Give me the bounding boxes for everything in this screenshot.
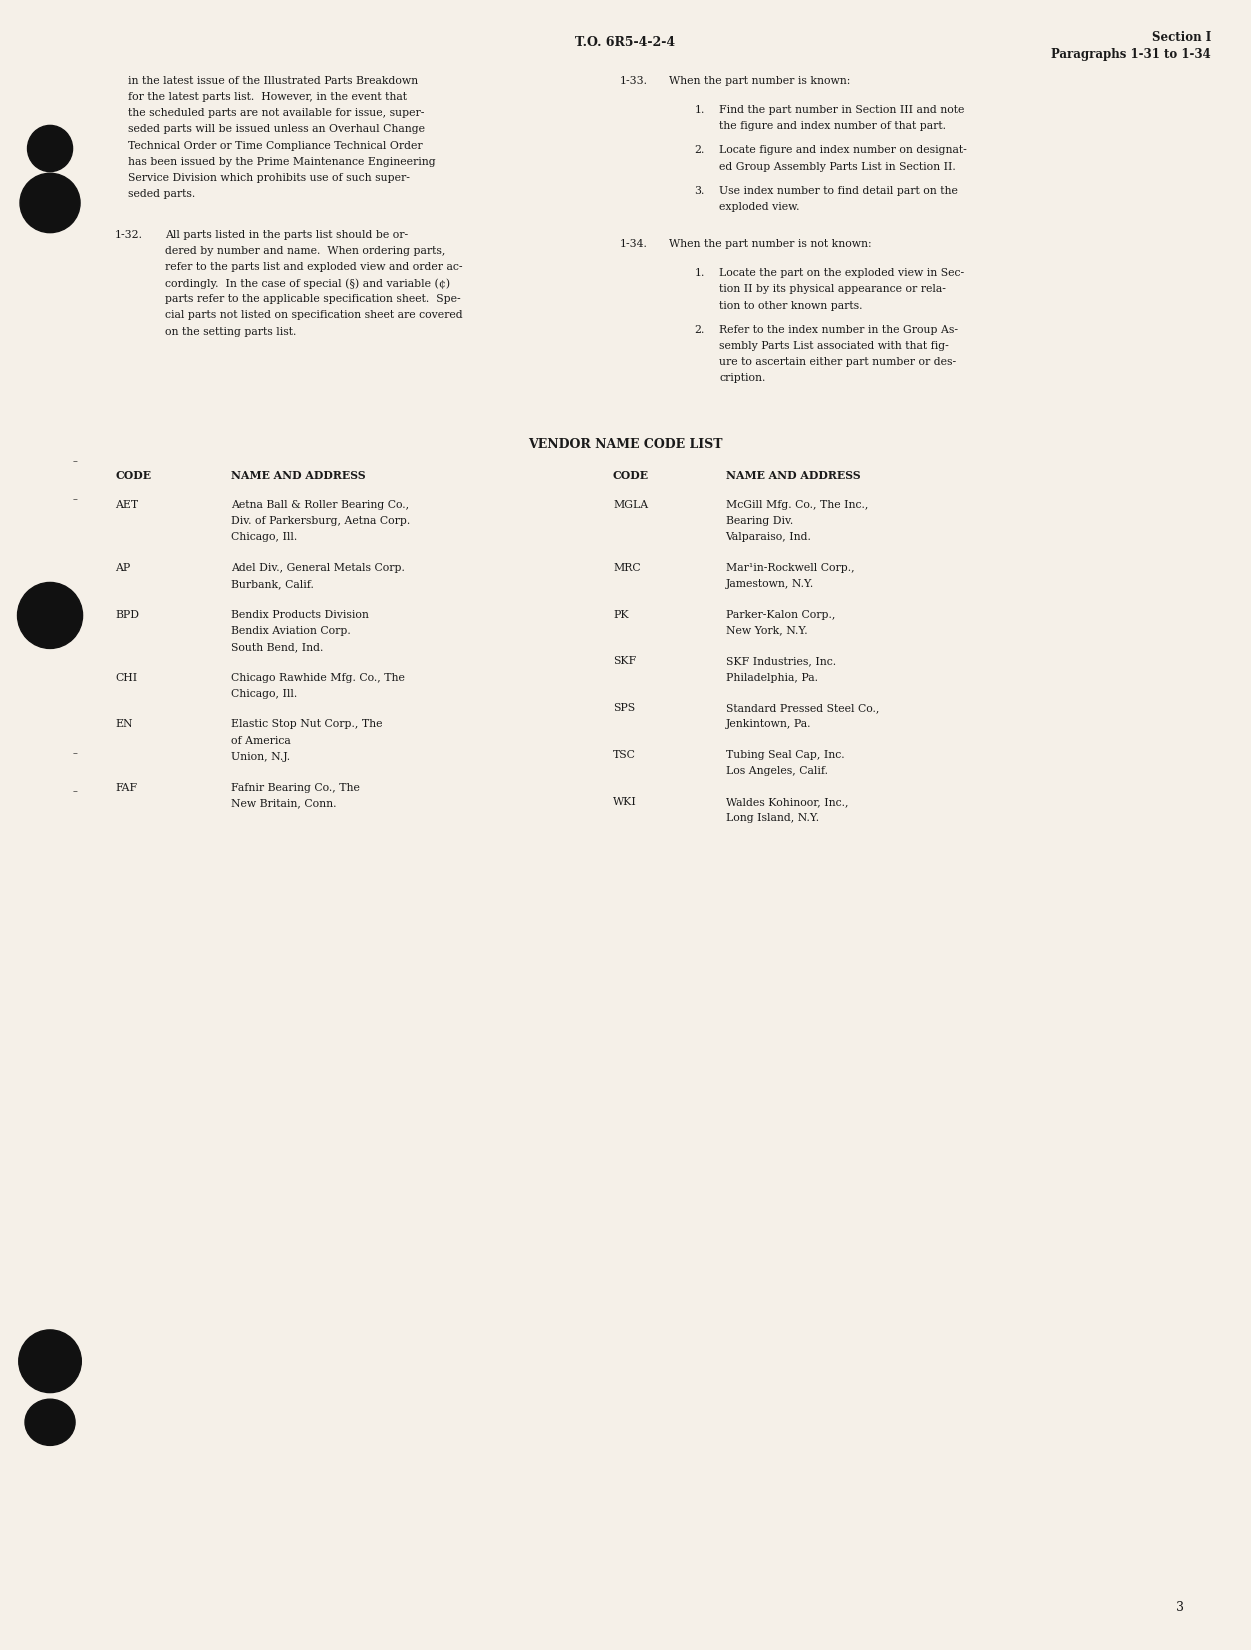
Ellipse shape	[20, 173, 80, 233]
Text: ed Group Assembly Parts List in Section II.: ed Group Assembly Parts List in Section …	[719, 162, 956, 172]
Text: WKI: WKI	[613, 797, 637, 807]
Text: 1-32.: 1-32.	[115, 229, 143, 239]
Text: on the setting parts list.: on the setting parts list.	[165, 327, 296, 337]
Text: T.O. 6R5-4-2-4: T.O. 6R5-4-2-4	[575, 36, 676, 50]
Text: Fafnir Bearing Co., The: Fafnir Bearing Co., The	[231, 782, 360, 792]
Text: CODE: CODE	[613, 470, 649, 482]
Text: –: –	[73, 787, 78, 797]
Text: Div. of Parkersburg, Aetna Corp.: Div. of Parkersburg, Aetna Corp.	[231, 516, 410, 526]
Text: Locate figure and index number on designat-: Locate figure and index number on design…	[719, 145, 967, 155]
Text: Mar¹in-Rockwell Corp.,: Mar¹in-Rockwell Corp.,	[726, 563, 854, 573]
Text: McGill Mfg. Co., The Inc.,: McGill Mfg. Co., The Inc.,	[726, 500, 868, 510]
Text: VENDOR NAME CODE LIST: VENDOR NAME CODE LIST	[528, 439, 723, 450]
Text: NAME AND ADDRESS: NAME AND ADDRESS	[726, 470, 861, 482]
Text: 3.: 3.	[694, 186, 704, 196]
Text: Chicago, Ill.: Chicago, Ill.	[231, 688, 298, 698]
Text: MRC: MRC	[613, 563, 641, 573]
Text: EN: EN	[115, 719, 133, 729]
Text: AET: AET	[115, 500, 138, 510]
Ellipse shape	[28, 125, 73, 172]
Text: CHI: CHI	[115, 673, 138, 683]
Text: NAME AND ADDRESS: NAME AND ADDRESS	[231, 470, 367, 482]
Text: Elastic Stop Nut Corp., The: Elastic Stop Nut Corp., The	[231, 719, 383, 729]
Text: Service Division which prohibits use of such super-: Service Division which prohibits use of …	[128, 173, 409, 183]
Text: Aetna Ball & Roller Bearing Co.,: Aetna Ball & Roller Bearing Co.,	[231, 500, 409, 510]
Text: Use index number to find detail part on the: Use index number to find detail part on …	[719, 186, 958, 196]
Text: 2.: 2.	[694, 325, 704, 335]
Text: New Britain, Conn.: New Britain, Conn.	[231, 799, 337, 808]
Text: SKF Industries, Inc.: SKF Industries, Inc.	[726, 657, 836, 667]
Ellipse shape	[19, 1330, 81, 1393]
Text: parts refer to the applicable specification sheet.  Spe-: parts refer to the applicable specificat…	[165, 294, 460, 304]
Text: Philadelphia, Pa.: Philadelphia, Pa.	[726, 673, 818, 683]
Text: seded parts will be issued unless an Overhaul Change: seded parts will be issued unless an Ove…	[128, 124, 424, 134]
Text: Union, N.J.: Union, N.J.	[231, 752, 290, 762]
Text: Bendix Aviation Corp.: Bendix Aviation Corp.	[231, 625, 352, 635]
Text: Chicago Rawhide Mfg. Co., The: Chicago Rawhide Mfg. Co., The	[231, 673, 405, 683]
Text: New York, N.Y.: New York, N.Y.	[726, 625, 807, 635]
Text: in the latest issue of the Illustrated Parts Breakdown: in the latest issue of the Illustrated P…	[128, 76, 418, 86]
Text: Bendix Products Division: Bendix Products Division	[231, 609, 369, 619]
Text: TSC: TSC	[613, 751, 636, 761]
Text: Section I: Section I	[1152, 31, 1211, 45]
Text: tion to other known parts.: tion to other known parts.	[719, 300, 863, 310]
Text: 1.: 1.	[694, 106, 704, 116]
Text: 2.: 2.	[694, 145, 704, 155]
Text: sembly Parts List associated with that fig-: sembly Parts List associated with that f…	[719, 342, 950, 351]
Text: Jamestown, N.Y.: Jamestown, N.Y.	[726, 579, 814, 589]
Ellipse shape	[18, 582, 83, 648]
Text: the figure and index number of that part.: the figure and index number of that part…	[719, 120, 946, 132]
Text: Burbank, Calif.: Burbank, Calif.	[231, 579, 314, 589]
Text: 1-34.: 1-34.	[619, 239, 647, 249]
Text: All parts listed in the parts list should be or-: All parts listed in the parts list shoul…	[165, 229, 408, 239]
Text: When the part number is known:: When the part number is known:	[669, 76, 851, 86]
Text: Parker-Kalon Corp.,: Parker-Kalon Corp.,	[726, 609, 834, 619]
Text: PK: PK	[613, 609, 628, 619]
Text: cordingly.  In the case of special (§) and variable (¢): cordingly. In the case of special (§) an…	[165, 279, 450, 289]
Text: for the latest parts list.  However, in the event that: for the latest parts list. However, in t…	[128, 92, 407, 102]
Text: 1.: 1.	[694, 269, 704, 279]
Text: Standard Pressed Steel Co.,: Standard Pressed Steel Co.,	[726, 703, 879, 713]
Text: Paragraphs 1-31 to 1-34: Paragraphs 1-31 to 1-34	[1051, 48, 1211, 61]
Text: SPS: SPS	[613, 703, 636, 713]
Text: –: –	[73, 749, 78, 759]
Text: BPD: BPD	[115, 609, 139, 619]
Text: Find the part number in Section III and note: Find the part number in Section III and …	[719, 106, 965, 116]
Text: cription.: cription.	[719, 373, 766, 383]
Text: 1-33.: 1-33.	[619, 76, 647, 86]
Text: Bearing Div.: Bearing Div.	[726, 516, 793, 526]
Text: SKF: SKF	[613, 657, 637, 667]
Text: MGLA: MGLA	[613, 500, 648, 510]
Text: cial parts not listed on specification sheet are covered: cial parts not listed on specification s…	[165, 310, 463, 320]
Text: CODE: CODE	[115, 470, 151, 482]
Text: Refer to the index number in the Group As-: Refer to the index number in the Group A…	[719, 325, 958, 335]
Text: –: –	[73, 457, 78, 467]
Text: dered by number and name.  When ordering parts,: dered by number and name. When ordering …	[165, 246, 445, 256]
Text: Long Island, N.Y.: Long Island, N.Y.	[726, 813, 818, 823]
Text: the scheduled parts are not available for issue, super-: the scheduled parts are not available fo…	[128, 109, 424, 119]
Text: exploded view.: exploded view.	[719, 201, 799, 213]
Text: Adel Div., General Metals Corp.: Adel Div., General Metals Corp.	[231, 563, 405, 573]
Text: 3: 3	[1176, 1600, 1183, 1614]
Text: refer to the parts list and exploded view and order ac-: refer to the parts list and exploded vie…	[165, 262, 463, 272]
Text: FAF: FAF	[115, 782, 138, 792]
Text: AP: AP	[115, 563, 130, 573]
Text: Technical Order or Time Compliance Technical Order: Technical Order or Time Compliance Techn…	[128, 140, 423, 150]
Text: tion II by its physical appearance or rela-: tion II by its physical appearance or re…	[719, 284, 946, 294]
Text: of America: of America	[231, 736, 291, 746]
Text: Chicago, Ill.: Chicago, Ill.	[231, 531, 298, 541]
Text: Valparaiso, Ind.: Valparaiso, Ind.	[726, 531, 812, 541]
Text: Waldes Kohinoor, Inc.,: Waldes Kohinoor, Inc.,	[726, 797, 848, 807]
Text: seded parts.: seded parts.	[128, 190, 195, 200]
Text: Locate the part on the exploded view in Sec-: Locate the part on the exploded view in …	[719, 269, 965, 279]
Text: –: –	[73, 495, 78, 505]
Text: Jenkintown, Pa.: Jenkintown, Pa.	[726, 719, 811, 729]
Text: ure to ascertain either part number or des-: ure to ascertain either part number or d…	[719, 358, 957, 368]
Text: When the part number is not known:: When the part number is not known:	[669, 239, 872, 249]
Text: South Bend, Ind.: South Bend, Ind.	[231, 642, 324, 652]
Text: has been issued by the Prime Maintenance Engineering: has been issued by the Prime Maintenance…	[128, 157, 435, 167]
Ellipse shape	[25, 1399, 75, 1445]
Text: Tubing Seal Cap, Inc.: Tubing Seal Cap, Inc.	[726, 751, 844, 761]
Text: Los Angeles, Calif.: Los Angeles, Calif.	[726, 766, 828, 777]
